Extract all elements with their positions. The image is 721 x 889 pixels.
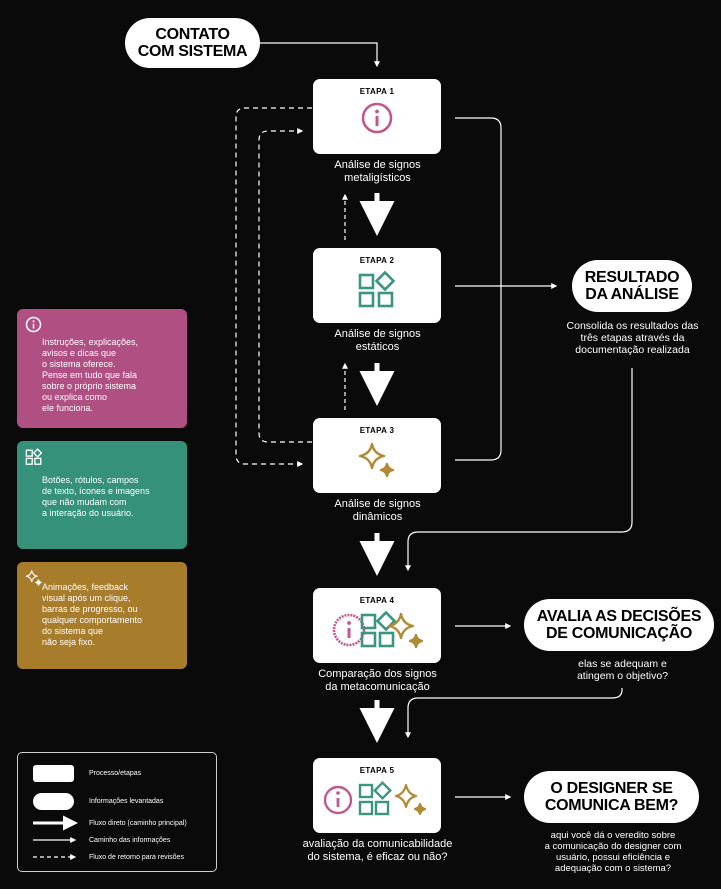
sparkle-icon — [387, 612, 424, 649]
sparkle-icon — [394, 783, 427, 816]
arrow-start-to-stage1 — [258, 42, 380, 68]
legend-direct-label: Fluxo direto (caminho principal) — [89, 820, 187, 827]
info-icon — [313, 101, 441, 135]
stage-4-box: ETAPA 4 — [313, 588, 441, 663]
stage-1-caption: Análise de signos metaligísticos — [334, 159, 421, 184]
combined-separate-icon — [313, 780, 441, 820]
stage-3-caption: Análise de signos dinâmicos — [334, 498, 421, 523]
side-card-static-text: Botões, rótulos, campos de texto, ícones… — [42, 475, 150, 518]
designer-note: aqui você dá o veredito sobre a comunica… — [544, 830, 682, 874]
stage-2-title: ETAPA 2 — [359, 256, 395, 265]
legend-arrow-samples — [33, 815, 78, 860]
legend-process-label: Processo/etapas — [89, 770, 142, 777]
stage-3-box: ETAPA 3 — [313, 418, 441, 493]
side-card-dynamic: Animações, feedback visual após um cliqu… — [17, 562, 187, 669]
info-icon — [323, 785, 353, 815]
stage-4-title: ETAPA 4 — [359, 596, 395, 605]
shapes-icon — [358, 781, 392, 816]
result-note: Consolida os resultados das três etapas … — [566, 320, 699, 356]
legend-info-label: Informações levantadas — [89, 798, 164, 805]
stage-5-box: ETAPA 5 — [313, 758, 441, 833]
info-path-evaluate-to-stage5 — [405, 688, 623, 739]
evaluate-decisions-pill: AVALIA AS DECISÕES DE COMUNICAÇÃO — [524, 599, 714, 651]
legend-return-label: Fluxo de retorno para revisões — [89, 854, 184, 861]
info-icon — [332, 613, 366, 647]
info-path-stages-to-result — [455, 117, 502, 461]
stage-5-caption: avaliação da comunicabilidade do sistema… — [302, 838, 453, 863]
stage-5-title: ETAPA 5 — [359, 766, 395, 775]
sparkle-icon — [313, 440, 441, 480]
stage-2-caption: Análise de signos estáticos — [334, 328, 421, 353]
stage-1-box: ETAPA 1 — [313, 79, 441, 154]
stage-4-caption: Comparação dos signos da metacomunicação — [318, 668, 437, 693]
result-pill: RESULTADO DA ANÁLISE — [572, 260, 692, 312]
legend-process-swatch — [33, 765, 74, 782]
stage-1-title: ETAPA 1 — [359, 87, 395, 96]
side-card-static: Botões, rótulos, campos de texto, ícones… — [17, 441, 187, 549]
sparkle-icon — [25, 569, 43, 592]
stage-2-box: ETAPA 2 — [313, 248, 441, 323]
side-card-metalinguistic: Instruções, explicações, avisos e dicas … — [17, 309, 187, 428]
shapes-icon — [360, 610, 397, 648]
legend: Processo/etapas Informações levantadas F… — [17, 752, 217, 872]
stage-3-title: ETAPA 3 — [359, 426, 395, 435]
shapes-icon — [313, 270, 441, 310]
designer-verdict-pill: O DESIGNER SE COMUNICA BEM? — [524, 771, 699, 823]
return-loop-inner — [258, 128, 312, 443]
info-path-result-to-stage4 — [405, 368, 633, 572]
legend-path-label: Caminho das informações — [89, 837, 171, 844]
info-icon — [25, 316, 42, 338]
evaluate-note: elas se adequam e atingem o objetivo? — [576, 658, 669, 682]
side-card-dynamic-text: Animações, feedback visual após um cliqu… — [42, 582, 143, 647]
shapes-icon — [25, 448, 43, 471]
combined-overlap-icon — [313, 608, 441, 652]
legend-info-swatch — [33, 793, 74, 810]
start-contact-pill: CONTATO COM SISTEMA — [125, 18, 260, 68]
side-card-metalinguistic-text: Instruções, explicações, avisos e dicas … — [42, 337, 139, 413]
